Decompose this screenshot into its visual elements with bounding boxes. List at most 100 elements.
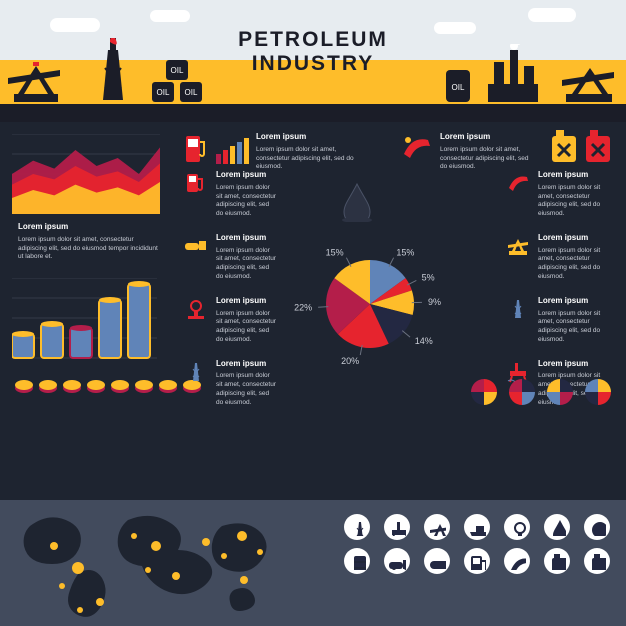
icon-text-row: Lorem ipsumLorem ipsum dolor sit amet, c…: [184, 170, 278, 219]
svg-text:22%: 22%: [294, 303, 312, 313]
svg-text:OIL: OIL: [157, 88, 170, 97]
valve-icon: [184, 296, 208, 320]
svg-text:OIL: OIL: [185, 88, 198, 97]
coin-icon: [110, 378, 130, 394]
icon-text-row: Lorem ipsumLorem ipsum dolor sit amet, c…: [506, 170, 612, 219]
footer-pumpjack-icon: [424, 514, 450, 540]
footer-tanker-ship-icon: [464, 514, 490, 540]
footer-railcar-icon: [424, 548, 450, 574]
infographic-root: OIL OIL OIL OIL PETROLEUM INDUSTRY Lorem…: [0, 0, 626, 626]
row-text: Lorem ipsumLorem ipsum dolor sit amet, c…: [538, 233, 612, 282]
svg-text:14%: 14%: [415, 336, 433, 346]
caption-body: Lorem ipsum dolor sit amet, consectetur …: [256, 146, 366, 172]
derrick-icon: [348, 518, 366, 536]
mini-pie-icon: [584, 378, 612, 406]
gas-pump-icon: [184, 170, 208, 194]
bar-chart: [12, 278, 157, 364]
icon-text-row: Lorem ipsumLorem ipsum dolor sit amet, c…: [184, 296, 278, 345]
tanker-truck-icon: [184, 233, 208, 257]
row-text: Lorem ipsumLorem ipsum dolor sit amet, c…: [538, 296, 612, 345]
footer-gas-pump-icon: [464, 548, 490, 574]
caption-heading: Lorem ipsum: [440, 132, 530, 143]
icon-text-row: Lorem ipsumLorem ipsum dolor sit amet, c…: [506, 296, 612, 345]
fuel-nozzle-icon: [400, 132, 434, 162]
coin-icon: [62, 378, 82, 394]
icon-text-column-left: Lorem ipsumLorem ipsum dolor sit amet, c…: [184, 170, 278, 421]
jerrycan-icon: [548, 552, 566, 570]
svg-text:15%: 15%: [326, 247, 344, 257]
mini-pie-icon: [470, 378, 498, 406]
svg-text:20%: 20%: [341, 356, 359, 366]
pumpjack-icon: [506, 233, 530, 257]
barrel-icon: [348, 552, 366, 570]
row-text: Lorem ipsumLorem ipsum dolor sit amet, c…: [216, 296, 278, 345]
pumpjack-icon: [428, 518, 446, 536]
derrick-icon: [506, 296, 530, 320]
refinery-silhouette-icon: [484, 44, 542, 104]
row-text: Lorem ipsumLorem ipsum dolor sit amet, c…: [216, 233, 278, 282]
valve-icon: [508, 518, 526, 536]
top-text-block: Lorem ipsum Lorem ipsum dolor sit amet, …: [256, 132, 366, 172]
footer-tanker-truck-icon: [384, 548, 410, 574]
svg-text:9%: 9%: [428, 297, 441, 307]
pie-chart: 15%5%9%14%20%22%15%: [290, 232, 450, 372]
jerrycan-2-icon: [588, 552, 606, 570]
gas-pump-icon: [468, 552, 486, 570]
page-title: PETROLEUM INDUSTRY: [238, 28, 388, 76]
mini-pie-row: [470, 378, 612, 406]
barrel-silhouette-icon: OIL: [444, 66, 472, 104]
svg-text:5%: 5%: [422, 273, 435, 283]
footer-safety-splat-icon: [584, 514, 610, 540]
title-line1: PETROLEUM: [238, 28, 388, 52]
svg-text:OIL: OIL: [171, 66, 184, 75]
caption-body: Lorem ipsum dolor sit amet, consectetur …: [440, 146, 530, 172]
coin-icon: [134, 378, 154, 394]
row-text: Lorem ipsumLorem ipsum dolor sit amet, c…: [216, 170, 278, 219]
cloud-icon: [528, 8, 576, 22]
mini-pie-icon: [508, 378, 536, 406]
ground: [0, 104, 626, 122]
cloud-icon: [150, 10, 190, 22]
area-chart: [12, 134, 160, 214]
oil-drop-icon: [340, 182, 374, 222]
top-right-text: Lorem ipsum Lorem ipsum dolor sit amet, …: [440, 132, 530, 172]
footer-jerrycan-2-icon: [584, 548, 610, 574]
footer-icon-grid: [344, 514, 614, 574]
coin-row: [14, 378, 202, 394]
footer-barrel-icon: [344, 548, 370, 574]
pumpjack-silhouette-icon: [560, 60, 618, 104]
footer-fuel-nozzle-icon: [504, 548, 530, 574]
row-text: Lorem ipsumLorem ipsum dolor sit amet, c…: [216, 359, 278, 408]
coin-icon: [158, 378, 178, 394]
drill-rig-icon: [184, 359, 208, 383]
header-banner: OIL OIL OIL OIL PETROLEUM INDUSTRY: [0, 0, 626, 122]
footer-jerrycan-icon: [544, 548, 570, 574]
icon-text-row: Lorem ipsumLorem ipsum dolor sit amet, c…: [184, 233, 278, 282]
title-line2: INDUSTRY: [238, 52, 388, 76]
oil-drop-icon: [548, 518, 566, 536]
mini-bar-chart: [216, 134, 251, 164]
barrels-silhouette-icon: OIL OIL OIL: [150, 58, 210, 104]
main-panel: Lorem ipsum Lorem ipsum dolor sit amet, …: [0, 122, 626, 500]
cloud-icon: [434, 22, 476, 34]
icon-text-row: Lorem ipsumLorem ipsum dolor sit amet, c…: [184, 359, 278, 408]
caption-body: Lorem ipsum dolor sit amet, consectetur …: [18, 236, 158, 262]
tanker-truck-icon: [388, 552, 406, 570]
footer-map-panel: [0, 500, 626, 626]
tanker-ship-icon: [468, 518, 486, 536]
jerrycan-icon: [584, 130, 612, 164]
footer-valve-icon: [504, 514, 530, 540]
safety-splat-icon: [588, 518, 606, 536]
pumpjack-silhouette-icon: [8, 60, 64, 104]
icon-text-row: Lorem ipsumLorem ipsum dolor sit amet, c…: [506, 233, 612, 282]
coin-icon: [86, 378, 106, 394]
offshore-platform-icon: [388, 518, 406, 536]
gas-pump-mini-block: [184, 132, 251, 164]
railcar-icon: [428, 552, 446, 570]
caption-heading: Lorem ipsum: [18, 222, 158, 233]
coin-icon: [14, 378, 34, 394]
fuel-nozzle-icon: [508, 552, 526, 570]
world-map: [10, 506, 280, 622]
gas-pump-icon: [184, 132, 208, 164]
fuel-nozzle-icon: [506, 170, 530, 194]
